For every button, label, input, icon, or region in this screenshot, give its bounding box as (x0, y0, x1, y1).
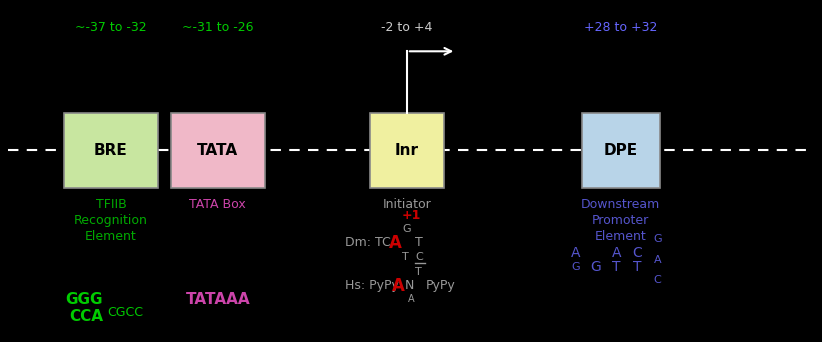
Text: BRE: BRE (94, 143, 128, 158)
Text: G: G (653, 234, 662, 245)
Text: A: A (392, 277, 405, 294)
FancyBboxPatch shape (370, 113, 444, 188)
Text: ~-31 to -26: ~-31 to -26 (182, 21, 253, 34)
Text: A: A (570, 246, 580, 260)
Text: TATA Box: TATA Box (189, 198, 247, 211)
Text: T: T (402, 251, 409, 262)
Text: Hs: PyPy: Hs: PyPy (345, 279, 399, 292)
Text: TATA: TATA (197, 143, 238, 158)
Text: PyPy: PyPy (426, 279, 455, 292)
FancyBboxPatch shape (581, 113, 659, 188)
Text: C: C (415, 251, 423, 262)
Text: A: A (389, 234, 402, 252)
Text: GGG
CCA: GGG CCA (65, 292, 103, 324)
Text: G: G (590, 260, 602, 274)
Text: Initiator: Initiator (382, 198, 432, 211)
Text: T: T (415, 236, 423, 249)
Text: N: N (405, 279, 414, 292)
Text: TATAAA: TATAAA (186, 292, 250, 307)
Text: -2 to +4: -2 to +4 (381, 21, 432, 34)
Text: ~-37 to -32: ~-37 to -32 (75, 21, 147, 34)
FancyBboxPatch shape (171, 113, 265, 188)
Text: C: C (653, 275, 662, 286)
Text: Inr: Inr (395, 143, 419, 158)
Text: CGCC: CGCC (107, 306, 143, 319)
Text: TFIIB
Recognition
Element: TFIIB Recognition Element (74, 198, 148, 244)
Text: A: A (653, 255, 662, 265)
Text: A: A (408, 294, 414, 304)
Text: T: T (415, 267, 422, 277)
Text: G: G (571, 262, 580, 272)
FancyBboxPatch shape (64, 113, 158, 188)
Text: Downstream
Promoter
Element: Downstream Promoter Element (581, 198, 660, 244)
Text: C: C (632, 246, 642, 260)
Text: T: T (633, 260, 641, 274)
Text: G: G (402, 224, 410, 234)
Text: +1: +1 (401, 209, 421, 222)
Text: A: A (612, 246, 621, 260)
Text: Dm: TC: Dm: TC (345, 236, 391, 249)
Text: +28 to +32: +28 to +32 (584, 21, 658, 34)
Text: DPE: DPE (603, 143, 638, 158)
Text: T: T (612, 260, 621, 274)
